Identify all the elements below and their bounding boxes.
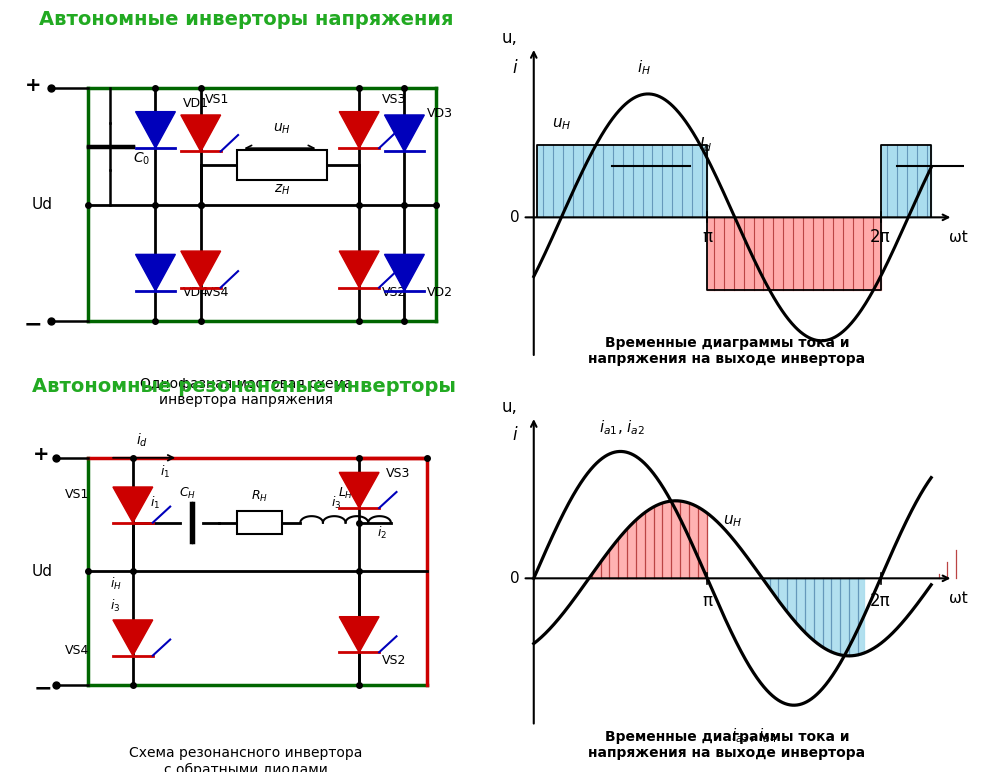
Text: $I_d$: $I_d$ (700, 135, 712, 154)
Polygon shape (113, 620, 153, 655)
Text: VS2: VS2 (382, 654, 406, 667)
Text: Автономные резонансные инверторы: Автономные резонансные инверторы (31, 377, 456, 395)
Text: Временные диаграммы тока и
напряжения на выходе инвертора: Временные диаграммы тока и напряжения на… (588, 730, 866, 760)
Polygon shape (385, 255, 424, 291)
Text: $z_H$: $z_H$ (274, 183, 290, 198)
Text: 0: 0 (511, 571, 520, 586)
Text: u,: u, (501, 398, 518, 416)
Polygon shape (136, 255, 175, 291)
Text: 2π: 2π (870, 228, 891, 245)
Text: VS2: VS2 (382, 286, 406, 299)
Text: $C_H$: $C_H$ (179, 486, 196, 501)
Polygon shape (113, 487, 153, 523)
Text: Ud: Ud (31, 197, 53, 212)
Text: VS4: VS4 (206, 286, 229, 299)
Bar (237, 511, 282, 534)
Text: π: π (703, 228, 712, 245)
Polygon shape (339, 617, 379, 652)
Text: Автономные инверторы напряжения: Автономные инверторы напряжения (38, 9, 454, 29)
Polygon shape (339, 112, 379, 148)
Text: Однофазная мостовая схема
инвертора напряжения: Однофазная мостовая схема инвертора напр… (140, 378, 352, 408)
Text: $i_{a3}$, $i_{a4}$: $i_{a3}$, $i_{a4}$ (731, 726, 778, 745)
Text: $C_0$: $C_0$ (133, 151, 150, 168)
Text: VD3: VD3 (427, 107, 453, 120)
Polygon shape (181, 251, 220, 287)
Polygon shape (181, 115, 220, 151)
Text: VD4: VD4 (183, 286, 209, 299)
Text: Схема резонансного инвертора
с обратными диодами: Схема резонансного инвертора с обратными… (129, 747, 363, 772)
Text: VS1: VS1 (206, 93, 229, 107)
Text: VS3: VS3 (387, 467, 410, 480)
Text: VD1: VD1 (183, 96, 209, 110)
Text: 2π: 2π (870, 592, 891, 611)
Text: −: − (24, 314, 42, 334)
Text: Временные диаграммы тока и
напряжения на выходе инвертора: Временные диаграммы тока и напряжения на… (588, 336, 866, 366)
Text: −: − (33, 678, 52, 698)
Text: 0: 0 (511, 210, 520, 225)
Text: $i_H$: $i_H$ (110, 575, 122, 591)
Bar (237, 150, 328, 180)
Text: VS4: VS4 (65, 644, 90, 657)
Text: VS3: VS3 (382, 93, 406, 107)
Polygon shape (339, 472, 379, 508)
Text: $L_H$: $L_H$ (338, 486, 353, 501)
Text: $i_H$: $i_H$ (638, 58, 651, 77)
Polygon shape (339, 251, 379, 287)
Text: ωt: ωt (950, 591, 968, 606)
Text: $i_{a1}$, $i_{a2}$: $i_{a1}$, $i_{a2}$ (599, 418, 646, 438)
Text: $i_1$: $i_1$ (151, 494, 160, 510)
Text: $u_H$: $u_H$ (552, 117, 571, 132)
Text: $u_H$: $u_H$ (723, 513, 742, 529)
Text: $i_2$: $i_2$ (377, 525, 388, 541)
Text: $i_3$: $i_3$ (332, 494, 341, 510)
Polygon shape (385, 115, 424, 151)
Text: ωt: ωt (950, 230, 968, 245)
Text: i: i (513, 426, 518, 445)
Text: i: i (513, 59, 518, 77)
Text: +: + (33, 445, 50, 464)
Text: VS1: VS1 (65, 489, 90, 501)
Text: $i_d$: $i_d$ (136, 432, 148, 449)
Text: $i_1$: $i_1$ (160, 464, 170, 479)
Polygon shape (136, 112, 175, 148)
Text: $u_H$: $u_H$ (274, 121, 291, 136)
Text: Ud: Ud (31, 564, 53, 579)
Text: $i_3$: $i_3$ (110, 598, 121, 615)
Text: $R_H$: $R_H$ (251, 489, 268, 504)
Text: u,: u, (501, 29, 518, 47)
Text: +: + (25, 76, 41, 95)
Text: VD2: VD2 (427, 286, 453, 299)
Text: π: π (703, 592, 712, 611)
